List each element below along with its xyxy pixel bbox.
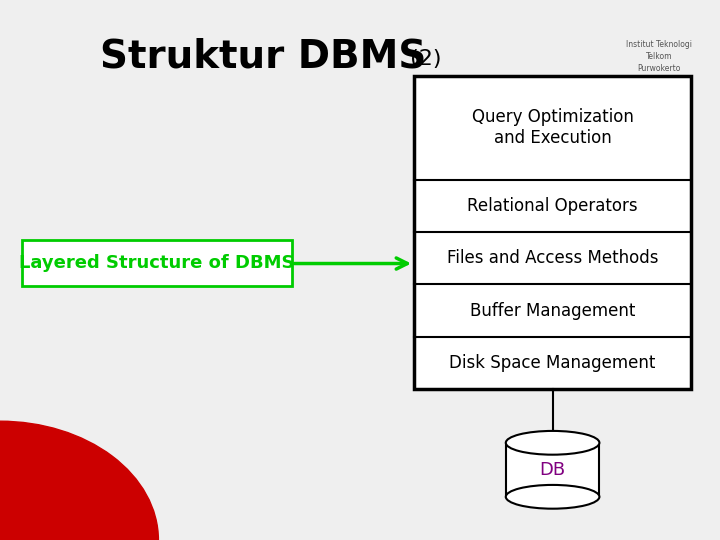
Text: Struktur DBMS: Struktur DBMS <box>99 38 426 76</box>
Text: (2): (2) <box>403 49 441 69</box>
Text: Institut Teknologi
Telkom
Purwokerto: Institut Teknologi Telkom Purwokerto <box>626 40 692 73</box>
Ellipse shape <box>505 431 599 455</box>
Text: Query Optimization
and Execution: Query Optimization and Execution <box>472 109 634 147</box>
Text: Files and Access Methods: Files and Access Methods <box>447 249 658 267</box>
FancyBboxPatch shape <box>414 76 691 389</box>
Ellipse shape <box>505 485 599 509</box>
FancyBboxPatch shape <box>22 240 292 286</box>
Text: Relational Operators: Relational Operators <box>467 197 638 215</box>
Text: Disk Space Management: Disk Space Management <box>449 354 656 372</box>
Text: DB: DB <box>539 461 566 479</box>
Text: Buffer Management: Buffer Management <box>470 301 635 320</box>
Circle shape <box>0 421 158 540</box>
Text: Layered Structure of DBMS: Layered Structure of DBMS <box>19 254 294 272</box>
FancyBboxPatch shape <box>505 443 599 497</box>
